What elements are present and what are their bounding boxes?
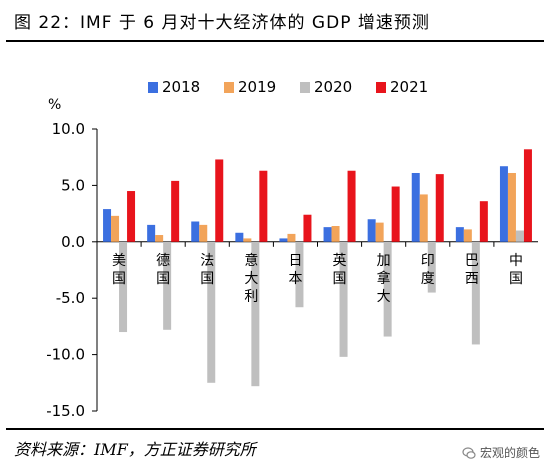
bar-2019-2 [199, 224, 208, 242]
chart-legend: 2018 2019 2020 2021 [148, 78, 428, 96]
bar-2020-7 [427, 241, 436, 293]
bar-2021-5 [347, 170, 356, 242]
y-tick-label: -5.0 [56, 289, 85, 307]
category-label: 法国 [200, 253, 214, 287]
legend-label-2018: 2018 [162, 78, 200, 96]
bar-2018-4 [279, 238, 288, 242]
y-tick-label: -15.0 [46, 402, 85, 420]
bar-2018-7 [411, 172, 420, 242]
bar-2018-5 [323, 227, 332, 242]
legend-swatch-2019 [224, 82, 234, 93]
bar-2021-6 [391, 186, 400, 242]
bar-2018-0 [103, 209, 112, 242]
bar-2019-0 [111, 215, 120, 242]
bar-2019-3 [243, 238, 252, 242]
y-tick-label: -10.0 [46, 346, 85, 364]
bar-2020-9 [515, 230, 524, 242]
bar-2018-6 [367, 219, 376, 242]
bar-2021-2 [215, 159, 224, 242]
source-note: 资料来源：IMF，方正证券研究所 [14, 440, 256, 459]
bar-2020-1 [163, 241, 172, 330]
title-divider [6, 40, 544, 42]
bar-2018-3 [235, 232, 244, 242]
bar-2021-8 [479, 201, 488, 242]
bar-2020-8 [471, 241, 480, 345]
source-divider [6, 428, 544, 430]
watermark-text: 宏观的颜色 [479, 446, 540, 460]
category-label: 德国 [156, 253, 170, 287]
bar-2019-5 [331, 226, 340, 242]
y-tick-label: 0.0 [61, 233, 85, 251]
bar-2021-9 [523, 149, 532, 242]
legend-swatch-2021 [376, 82, 386, 93]
bar-2021-7 [435, 174, 444, 242]
bar-2020-0 [119, 241, 128, 333]
bar-2021-4 [303, 214, 312, 242]
bar-2019-8 [463, 229, 472, 242]
bar-2021-3 [259, 170, 268, 242]
bar-2020-4 [295, 241, 304, 308]
legend-swatch-2020 [300, 82, 310, 93]
bar-2018-1 [147, 224, 156, 242]
bar-2020-3 [251, 241, 260, 387]
legend-label-2019: 2019 [238, 78, 276, 96]
category-label: 加拿大 [377, 253, 391, 305]
bar-2019-7 [419, 194, 428, 242]
bar-2019-9 [507, 172, 516, 242]
category-label: 中国 [509, 253, 523, 287]
y-axis-label: % [48, 97, 61, 113]
bar-2021-0 [127, 191, 136, 242]
category-label: 意大利 [244, 252, 258, 305]
y-tick-label: 10.0 [52, 120, 85, 138]
bar-chart: 2018 2019 2020 2021 % 10.0 5.0 0.0 -5.0 -10.0 -1… [46, 78, 538, 420]
bar-2018-2 [191, 221, 200, 242]
bar-2020-5 [339, 241, 348, 357]
bar-2018-8 [455, 227, 464, 242]
legend-swatch-2018 [148, 82, 158, 93]
legend-label-2021: 2021 [390, 78, 428, 96]
bars-group [103, 149, 532, 387]
watermark: 宏观的颜色 [462, 444, 540, 461]
bar-2018-9 [499, 166, 508, 242]
wechat-icon [462, 446, 476, 459]
y-tick-label: 5.0 [61, 176, 85, 194]
bar-2019-4 [287, 233, 296, 242]
category-label: 日本 [288, 253, 302, 287]
category-label: 英国 [333, 252, 347, 287]
figure-title: 图 22：IMF 于 6 月对十大经济体的 GDP 增速预测 [14, 13, 430, 33]
bar-2020-2 [207, 241, 216, 383]
bar-2019-6 [375, 222, 384, 242]
bar-2019-1 [155, 235, 164, 242]
category-label: 印度 [421, 253, 435, 287]
bar-2020-6 [383, 241, 392, 337]
bar-2021-1 [171, 180, 180, 242]
legend-label-2020: 2020 [314, 78, 352, 96]
category-label: 美国 [112, 253, 126, 287]
category-label: 巴西 [465, 253, 479, 287]
